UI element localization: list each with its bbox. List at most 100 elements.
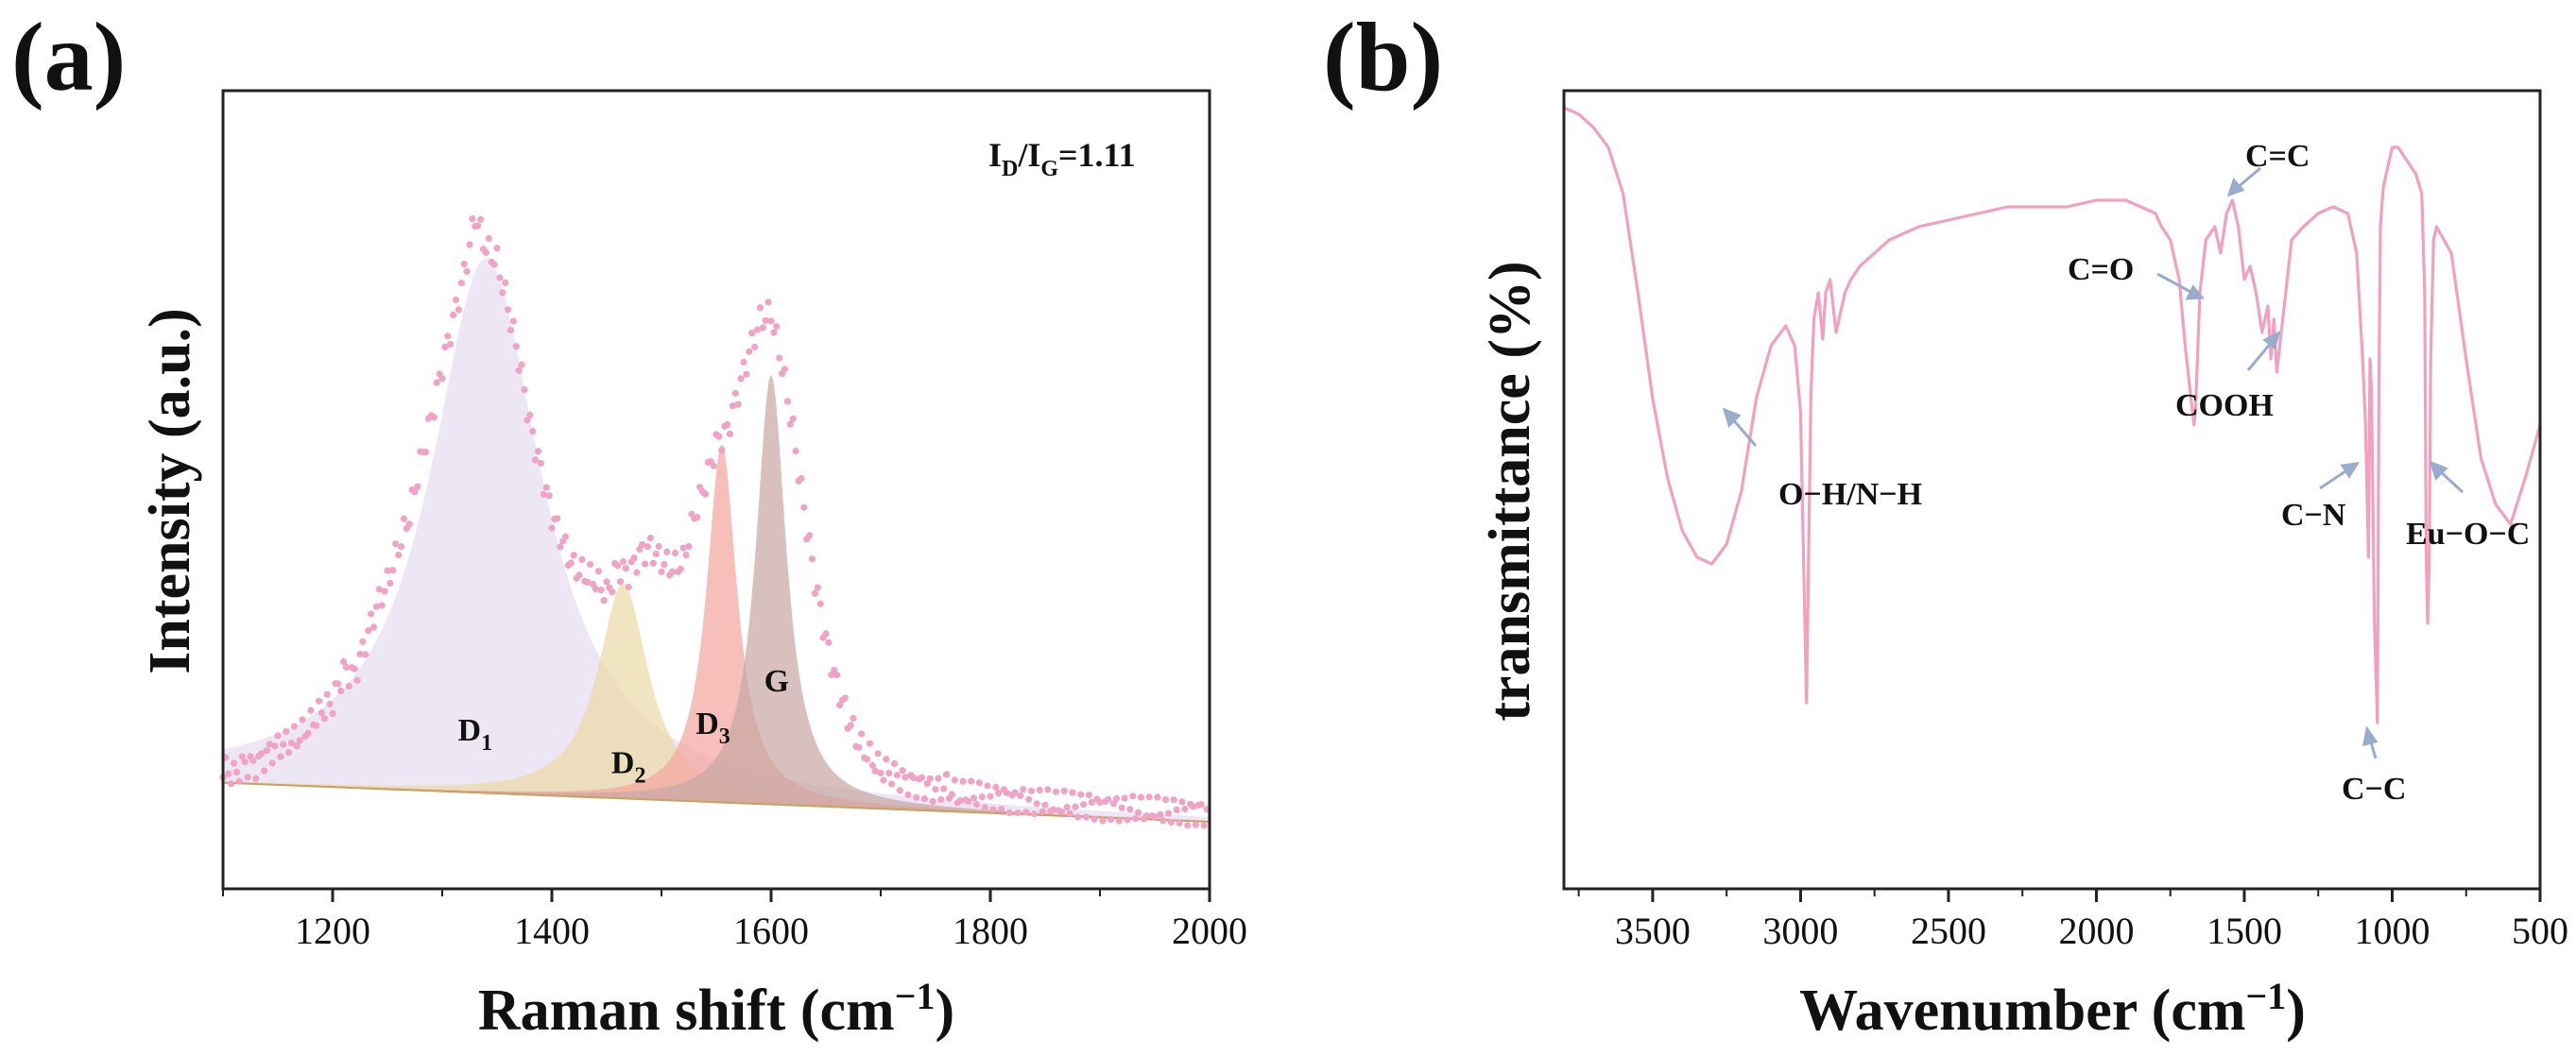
raw-data-point	[1129, 792, 1137, 800]
raw-data-point	[557, 543, 564, 551]
raw-data-point	[1077, 791, 1085, 798]
x-tick-label: 3500	[1615, 910, 1691, 952]
raw-data-point	[1173, 806, 1180, 814]
arrow-cn-head	[2340, 462, 2360, 479]
raw-data-point	[731, 389, 739, 397]
raw-data-point	[816, 600, 824, 607]
raw-data-point	[430, 414, 438, 421]
x-tick-label: 500	[2512, 910, 2568, 952]
raw-data-point	[989, 806, 997, 813]
raw-data-point	[715, 433, 723, 440]
raw-data-point	[663, 548, 671, 556]
raw-data-point	[850, 714, 857, 723]
raw-data-point	[534, 448, 542, 455]
raw-data-point	[1036, 786, 1043, 794]
raw-data-point	[545, 492, 553, 500]
raw-data-point	[759, 324, 766, 332]
raw-data-point	[542, 484, 550, 491]
raw-data-point	[677, 565, 684, 573]
raw-data-point	[1096, 799, 1104, 807]
raw-data-point	[271, 742, 279, 750]
raw-data-point	[940, 785, 948, 792]
raw-data-point	[450, 311, 457, 319]
raw-data-point	[381, 588, 388, 595]
annotation-eu-o-c: Eu−O−C	[2406, 517, 2530, 552]
raw-data-point	[781, 366, 789, 373]
raw-data-point	[646, 535, 655, 542]
raw-data-point	[277, 753, 284, 760]
raw-data-point	[998, 806, 1005, 813]
raw-data-point	[1124, 816, 1131, 824]
raw-data-point	[1091, 815, 1098, 823]
raw-data-point	[902, 774, 909, 781]
raw-data-point	[984, 782, 991, 790]
peak-label-d2: D2	[611, 745, 646, 788]
panel-b-ftir-line	[1563, 106, 2542, 724]
raw-data-point	[1145, 793, 1153, 801]
arrow-cc-double-head	[2226, 178, 2245, 197]
raw-data-point	[890, 759, 899, 768]
raw-data-point	[318, 709, 325, 717]
raw-data-point	[1109, 800, 1118, 808]
peak-d3-area	[223, 445, 1210, 822]
raw-data-point	[304, 729, 312, 738]
raw-data-point	[987, 792, 994, 800]
raw-data-point	[1197, 801, 1205, 809]
raw-data-point	[323, 690, 331, 698]
raw-data-point	[753, 326, 762, 333]
raw-data-point	[1164, 809, 1173, 817]
panel-b-plot-frame	[1562, 89, 2542, 891]
raw-data-point	[575, 571, 583, 579]
raw-data-point	[968, 777, 975, 785]
annotation-cooh: COOH	[2175, 388, 2274, 423]
raw-data-point	[1060, 787, 1068, 795]
raw-data-point	[490, 261, 498, 268]
raw-data-point	[369, 623, 378, 631]
raw-data-point	[375, 586, 383, 593]
raw-data-point	[1142, 812, 1150, 820]
raw-data-point	[235, 777, 243, 785]
raw-data-point	[710, 462, 717, 469]
raw-data-point	[315, 697, 323, 705]
panel-b-y-axis-title: transmittance (%)	[1478, 261, 1542, 721]
raw-data-point	[814, 584, 821, 591]
raw-data-point	[268, 759, 276, 767]
arrow-cooh-head	[2262, 331, 2281, 350]
raw-data-point	[1017, 792, 1024, 800]
raw-data-point	[885, 769, 893, 777]
raw-data-point	[877, 769, 884, 777]
raw-data-point	[512, 343, 520, 350]
x-tick-label: 1400	[514, 910, 590, 952]
raw-data-point	[833, 672, 841, 679]
raw-data-point	[296, 737, 303, 744]
raw-data-point	[372, 603, 380, 610]
raw-data-point	[1003, 789, 1010, 797]
raw-data-point	[679, 544, 687, 552]
raw-data-point	[1118, 804, 1125, 811]
raw-data-point	[874, 750, 882, 758]
raw-data-point	[1170, 796, 1177, 804]
raw-data-point	[329, 709, 336, 718]
raw-data-point	[532, 456, 540, 464]
raw-data-point	[359, 638, 367, 645]
raw-data-point	[397, 543, 405, 551]
raw-data-point	[496, 274, 504, 281]
arrow-oh-nh-head	[1722, 407, 1742, 428]
raw-data-point	[1011, 789, 1019, 796]
raw-data-point	[578, 555, 586, 564]
raw-data-point	[1030, 810, 1038, 818]
raw-data-point	[762, 316, 769, 324]
raw-data-point	[855, 743, 863, 751]
x-tick-label: 1600	[733, 910, 809, 952]
raw-data-point	[1105, 795, 1112, 804]
raw-data-point	[633, 569, 641, 576]
raw-data-point	[499, 289, 507, 297]
raw-data-point	[524, 417, 531, 424]
raw-data-point	[597, 587, 605, 594]
raw-data-point	[932, 786, 939, 793]
raw-data-point	[505, 306, 512, 314]
arrow-cooh	[2246, 341, 2274, 371]
raw-data-point	[258, 750, 266, 758]
raw-data-point	[1044, 786, 1052, 793]
